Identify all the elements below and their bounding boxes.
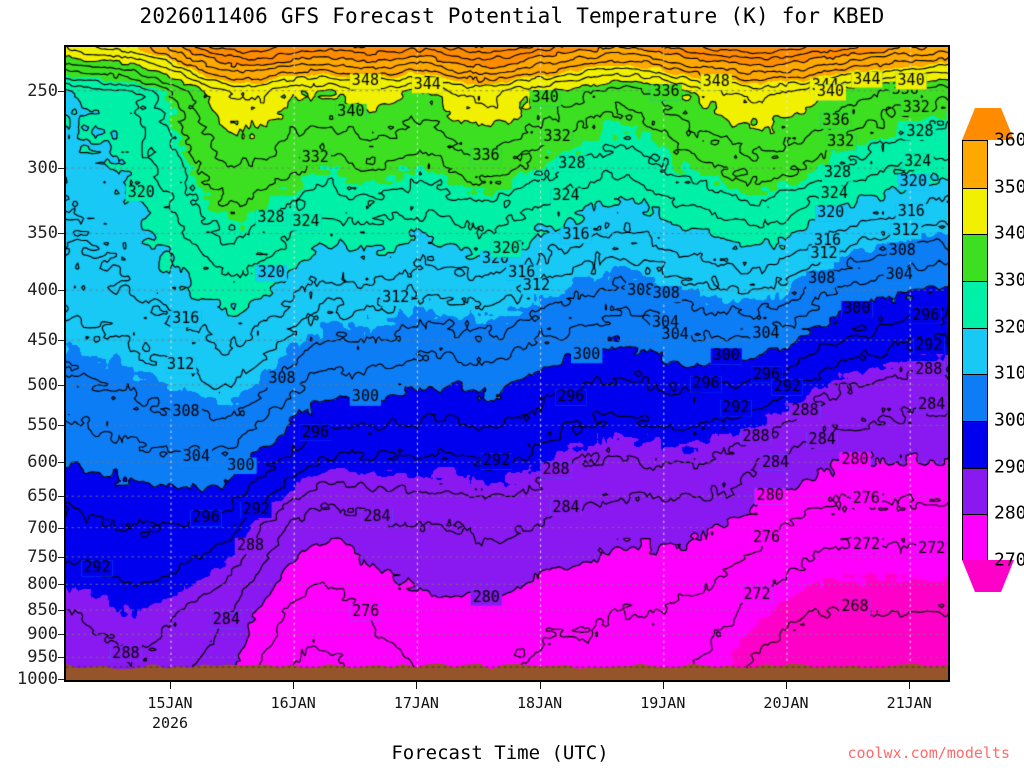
y-axis-label: 250 <box>27 80 58 101</box>
y-axis-tick <box>58 290 64 292</box>
colorbar-band <box>963 141 987 188</box>
y-axis-tick <box>58 496 64 498</box>
colorbar-divider <box>963 327 987 329</box>
x-axis-tick <box>786 682 787 689</box>
x-axis-label: 15JAN <box>147 694 193 712</box>
y-axis-label: 900 <box>27 624 58 645</box>
colorbar-tick-label: 270 <box>994 549 1024 571</box>
y-axis-label: 500 <box>27 374 58 395</box>
colorbar-tick-label: 300 <box>994 409 1024 431</box>
colorbar-band <box>963 327 987 375</box>
y-axis-tick <box>58 556 64 558</box>
colorbar-band <box>963 374 987 421</box>
y-axis-tick <box>58 384 64 386</box>
colorbar-tick-label: 320 <box>994 316 1024 338</box>
y-axis-tick <box>58 425 64 427</box>
x-axis-label: 20JAN <box>763 694 809 712</box>
colorbar-tick-label: 360 <box>994 129 1024 151</box>
contour-canvas <box>66 47 948 680</box>
y-axis-tick <box>58 168 64 170</box>
x-axis-label: 16JAN <box>270 694 316 712</box>
colorbar-band <box>963 281 987 328</box>
colorbar-divider <box>963 514 987 516</box>
y-axis-label: 650 <box>27 486 58 507</box>
y-axis-label: 750 <box>27 546 58 567</box>
y-axis-tick <box>58 610 64 612</box>
x-axis-label: 21JAN <box>886 694 932 712</box>
x-axis-label: 17JAN <box>393 694 439 712</box>
colorbar-band <box>963 467 987 515</box>
colorbar-tick-label: 310 <box>994 362 1024 384</box>
y-axis-label: 800 <box>27 574 58 595</box>
y-axis-tick <box>58 634 64 636</box>
credit-watermark: coolwx.com/modelts <box>847 744 1010 762</box>
x-axis-tick <box>170 682 171 689</box>
y-axis-label: 600 <box>27 452 58 473</box>
y-axis-label: 300 <box>27 158 58 179</box>
y-axis-label: 1000 <box>17 669 58 689</box>
colorbar-tick-label: 340 <box>994 222 1024 244</box>
colorbar-divider <box>963 421 987 422</box>
y-axis-label: 850 <box>27 600 58 621</box>
colorbar-divider <box>963 467 987 469</box>
y-axis-label: 550 <box>27 415 58 436</box>
y-axis-label: 400 <box>27 280 58 301</box>
colorbar-arrow-top <box>962 108 1014 140</box>
x-axis-tick <box>416 682 418 689</box>
colorbar-arrow-bottom <box>962 560 1014 592</box>
colorbar-tick-label: 350 <box>994 176 1024 198</box>
y-axis-tick <box>58 233 64 235</box>
y-axis-label: 450 <box>27 330 58 351</box>
x-axis-year-label: 2026 <box>151 714 189 732</box>
x-axis-title: Forecast Time (UTC) <box>391 742 609 764</box>
x-axis-tick <box>293 682 295 689</box>
colorbar-divider <box>963 281 987 282</box>
y-axis-tick <box>58 657 64 659</box>
colorbar-tick-label: 290 <box>994 456 1024 478</box>
colorbar-band <box>963 234 987 281</box>
colorbar-divider <box>963 374 987 376</box>
colorbar-band <box>963 421 987 468</box>
contour-plot-area <box>64 45 950 682</box>
y-axis-label: 350 <box>27 223 58 244</box>
colorbar-tick-label: 330 <box>994 269 1024 291</box>
colorbar-tick-label: 280 <box>994 502 1024 524</box>
colorbar-band <box>963 187 987 235</box>
colorbar-divider <box>963 234 987 236</box>
y-axis-tick <box>58 527 64 529</box>
y-axis-label: 950 <box>27 647 58 668</box>
x-axis-label: 19JAN <box>640 694 686 712</box>
x-axis-label: 18JAN <box>517 694 563 712</box>
y-axis-tick <box>58 584 64 586</box>
y-axis-label: 700 <box>27 517 58 538</box>
y-axis-tick <box>58 340 64 342</box>
x-axis-tick <box>539 682 541 689</box>
colorbar <box>962 140 988 561</box>
x-axis-tick <box>662 682 664 689</box>
colorbar-band <box>963 514 987 561</box>
x-axis-tick <box>909 682 911 689</box>
y-axis-tick <box>58 462 64 464</box>
y-axis-tick <box>58 679 64 680</box>
page-title: 2026011406 GFS Forecast Potential Temper… <box>139 4 885 28</box>
colorbar-divider <box>963 187 987 189</box>
y-axis-tick <box>58 90 64 92</box>
